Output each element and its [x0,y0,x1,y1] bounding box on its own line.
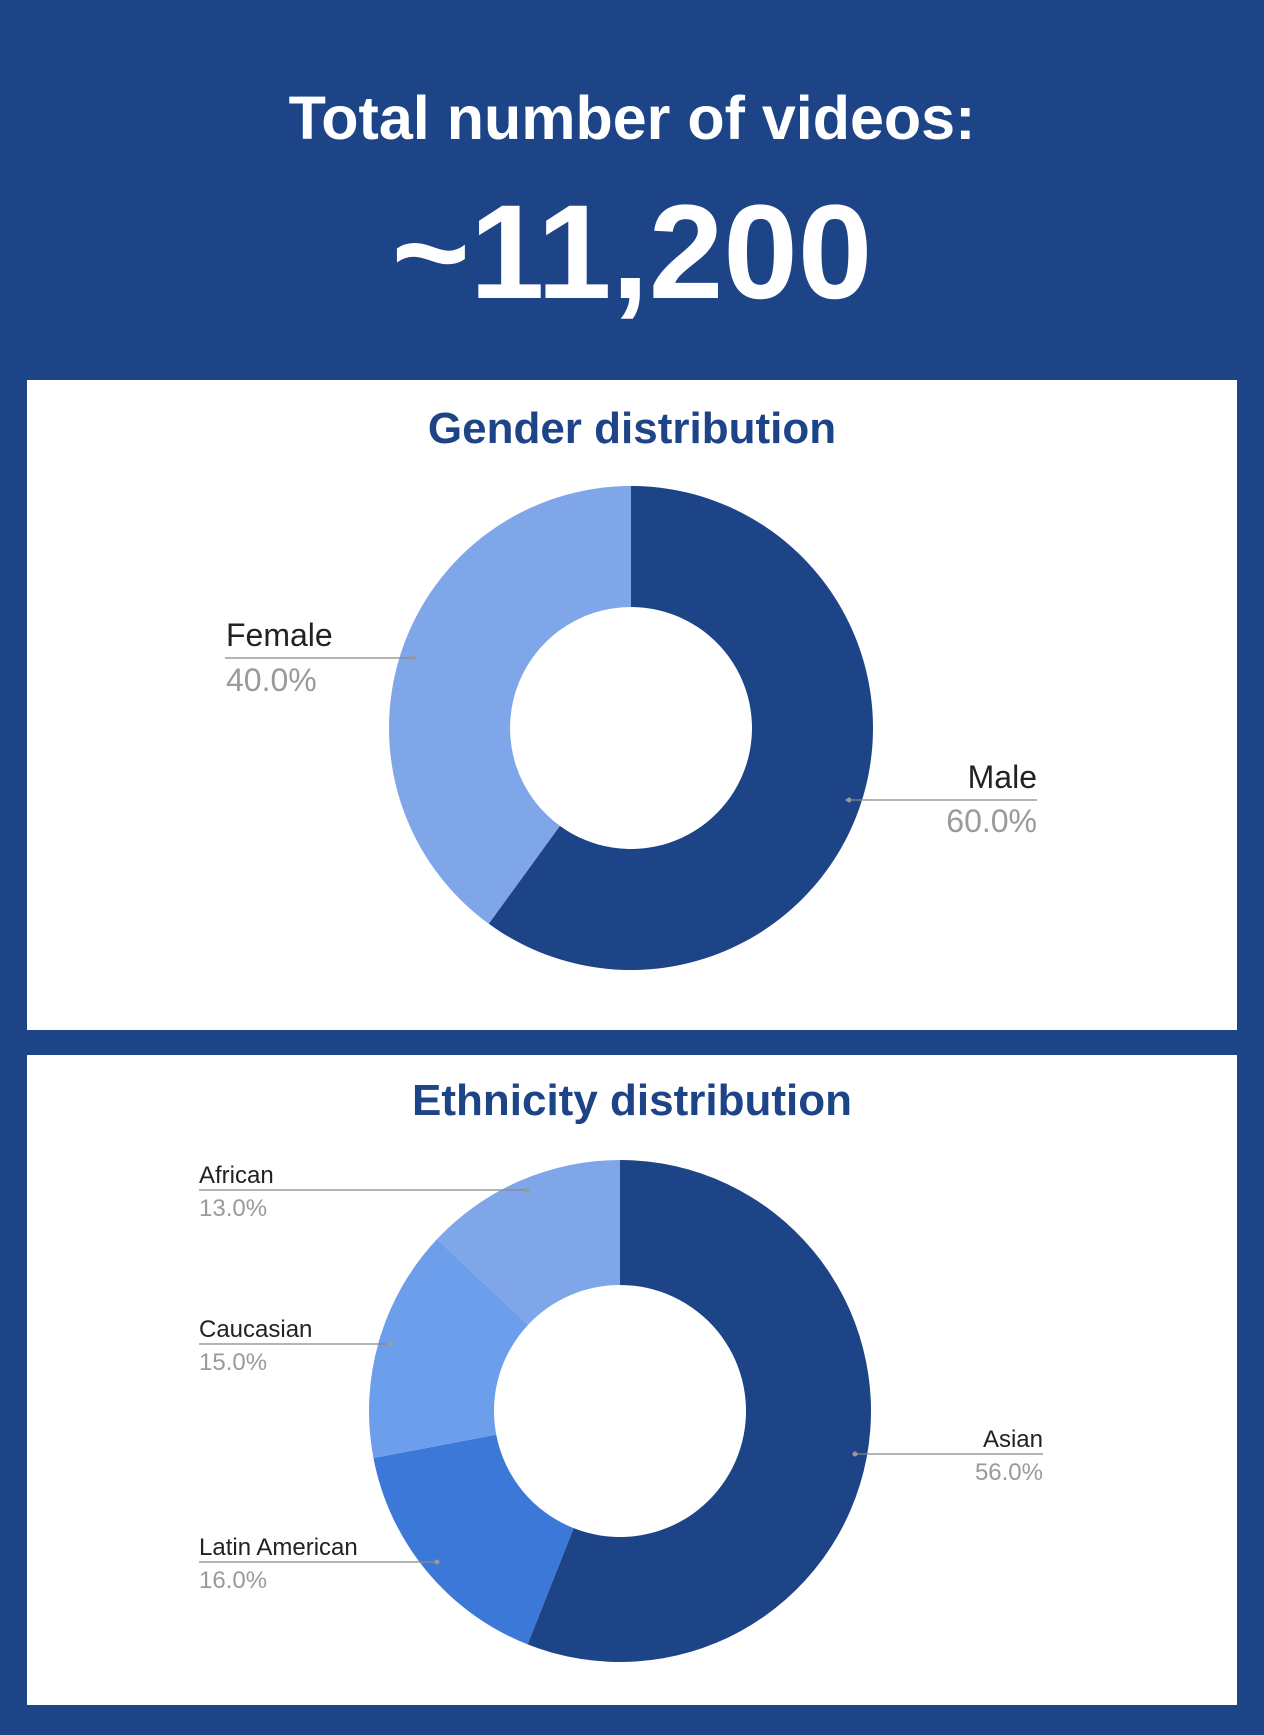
ethnicity-slice-latin-american [373,1434,574,1645]
gender-chart-panel: Gender distribution Male 60.0% Female 40.0% [27,380,1237,1030]
gender-slice-male [488,486,874,971]
ethnicity-label-latin-american-value: 16.0% [199,1567,267,1594]
ethnicity-label-asian-leader-dot [852,1451,858,1457]
total-videos-value: ~11,200 [391,178,873,327]
gender-label-female-value: 40.0% [226,662,317,698]
ethnicity-label-asian-name: Asian [983,1426,1043,1453]
ethnicity-slice-african [437,1160,620,1325]
ethnicity-label-latin-american-leader-dot [434,1559,440,1565]
gender-chart-title: Gender distribution [427,404,837,453]
ethnicity-label-african-leader-dot [524,1187,530,1193]
ethnicity-label-caucasian-leader-dot [387,1341,393,1347]
ethnicity-label-caucasian-name: Caucasian [199,1316,312,1343]
ethnicity-label-latin-american-name: Latin American [199,1534,358,1561]
gender-label-female-name: Female [226,617,333,653]
ethnicity-donut-chart: Asian 56.0% Latin American 16.0% Caucasian 15… [199,1160,1043,1662]
ethnicity-chart-title: Ethnicity distribution [412,1076,852,1125]
gender-donut-chart: Male 60.0% Female 40.0% [225,486,1037,971]
header: Total number of videos: ~11,200 [0,0,1264,380]
gender-slice-female [389,486,631,924]
ethnicity-slice-caucasian [369,1239,529,1459]
ethnicity-label-asian-value: 56.0% [975,1459,1043,1486]
gender-label-male-leader-dot [846,797,852,803]
ethnicity-label-african-name: African [199,1162,274,1189]
ethnicity-slice-asian [527,1160,871,1662]
gender-label-female-leader-dot [409,655,415,661]
gender-label-male-name: Male [968,759,1037,795]
header-title: Total number of videos: [288,84,976,152]
gender-label-male-value: 60.0% [946,803,1037,839]
ethnicity-chart-panel: Ethnicity distribution Asian 56.0% Latin A… [27,1055,1237,1705]
ethnicity-label-african-value: 13.0% [199,1195,267,1222]
ethnicity-label-caucasian-value: 15.0% [199,1349,267,1376]
